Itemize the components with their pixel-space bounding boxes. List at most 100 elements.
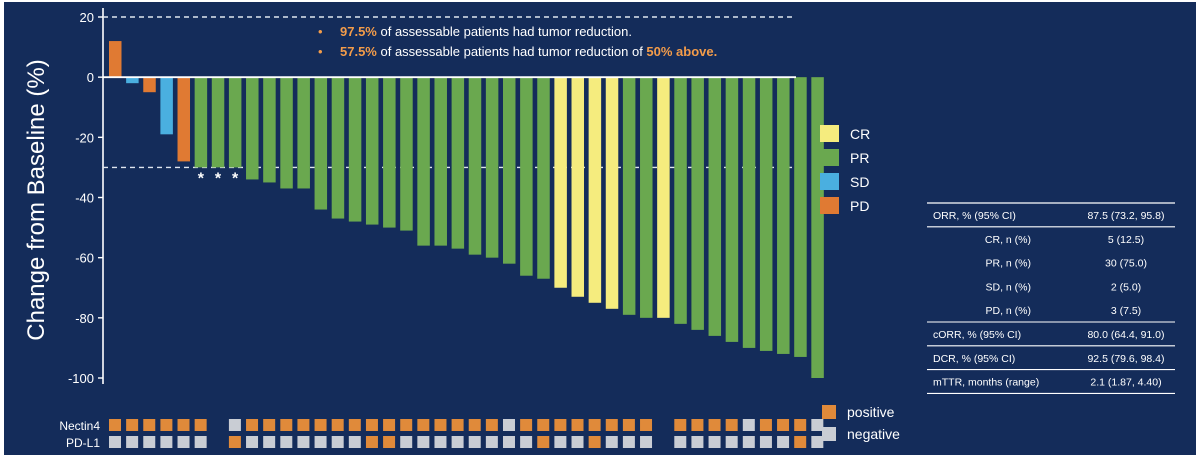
table-row-value: 5 (12.5) bbox=[1108, 234, 1144, 246]
bar bbox=[674, 77, 687, 324]
bar bbox=[211, 77, 225, 168]
annotation-highlight: 97.5% bbox=[340, 24, 377, 39]
biomarker-cell bbox=[434, 419, 447, 431]
biomarker-cell bbox=[417, 436, 430, 448]
bar bbox=[691, 77, 704, 330]
y-tick-label: -40 bbox=[75, 191, 94, 206]
biomarker-cell bbox=[451, 419, 464, 431]
bar bbox=[143, 77, 156, 93]
bar bbox=[177, 77, 191, 162]
biomarker-cell bbox=[742, 436, 755, 448]
legend-swatch-sd bbox=[820, 173, 839, 190]
y-axis-label: Change from Baseline (%) bbox=[23, 59, 50, 340]
biomarker-cell bbox=[571, 419, 584, 431]
table-row-label: PD, n (%) bbox=[985, 305, 1031, 317]
table-row-label: DCR, % (95% CI) bbox=[933, 353, 1015, 365]
annotation-bullet: • bbox=[318, 44, 323, 59]
biomarker-cell bbox=[365, 419, 378, 431]
biomarker-cell bbox=[297, 419, 310, 431]
bar bbox=[383, 77, 396, 228]
biomarker-cell bbox=[383, 419, 396, 431]
biomarker-cell bbox=[194, 436, 207, 448]
biomarker-heatmap: Nectin4 PD-L1 bbox=[59, 419, 824, 450]
star-marker: * bbox=[198, 170, 205, 187]
biomarker-cell bbox=[400, 436, 413, 448]
bar bbox=[126, 77, 139, 84]
biomarker-cell bbox=[640, 419, 653, 431]
table-row-value: 87.5 (73.2, 95.8) bbox=[1087, 210, 1164, 222]
table-row-label: mTTR, months (range) bbox=[933, 377, 1039, 389]
biomarker-cell bbox=[126, 419, 139, 431]
biomarker-cell bbox=[177, 436, 190, 448]
legend-label-sd: SD bbox=[850, 174, 869, 190]
biomarker-cell bbox=[331, 419, 344, 431]
biomarker-cell bbox=[160, 436, 173, 448]
bar bbox=[640, 77, 653, 318]
bar bbox=[571, 77, 585, 297]
biomarker-legend-swatch-negative bbox=[822, 427, 836, 441]
biomarker-cell bbox=[777, 436, 790, 448]
biomarker-cell bbox=[297, 436, 310, 448]
biomarker-cell bbox=[588, 419, 601, 431]
table-row-label: SD, n (%) bbox=[985, 281, 1031, 293]
biomarker-cell bbox=[691, 419, 704, 431]
biomarker-cell bbox=[331, 436, 344, 448]
biomarker-legend: positive negative bbox=[822, 404, 900, 442]
biomarker-cell bbox=[520, 419, 533, 431]
bar bbox=[708, 77, 722, 336]
biomarker-cell bbox=[605, 419, 618, 431]
biomarker-cell bbox=[314, 436, 327, 448]
biomarker-cell bbox=[177, 419, 190, 431]
biomarker-cell bbox=[160, 419, 173, 431]
biomarker-cell bbox=[571, 436, 584, 448]
annotation-bullet: • bbox=[318, 24, 323, 39]
table-row-value: 30 (75.0) bbox=[1105, 258, 1147, 270]
biomarker-cell bbox=[280, 419, 293, 431]
biomarker-cell bbox=[365, 436, 378, 448]
bar-series: * * * bbox=[109, 41, 824, 379]
biomarker-row-label: PD-L1 bbox=[66, 436, 100, 450]
y-tick-label: -60 bbox=[75, 251, 94, 266]
bar bbox=[280, 77, 293, 189]
biomarker-cell bbox=[588, 436, 601, 448]
bar bbox=[794, 77, 807, 357]
bar bbox=[537, 77, 550, 279]
biomarker-cell bbox=[194, 419, 207, 431]
biomarker-cell bbox=[554, 419, 567, 431]
biomarker-cell bbox=[400, 419, 413, 431]
y-tick-label: -100 bbox=[68, 371, 94, 386]
biomarker-cell bbox=[451, 436, 464, 448]
bar bbox=[725, 77, 739, 342]
biomarker-cell bbox=[502, 436, 515, 448]
biomarker-cell bbox=[280, 436, 293, 448]
biomarker-cell bbox=[674, 419, 687, 431]
legend-label-pr: PR bbox=[850, 150, 869, 166]
y-tick-label: 0 bbox=[87, 70, 94, 85]
biomarker-cell bbox=[228, 436, 241, 448]
bar bbox=[588, 77, 602, 303]
biomarker-cell bbox=[263, 419, 276, 431]
bar bbox=[400, 77, 413, 231]
biomarker-cell bbox=[794, 419, 807, 431]
bar bbox=[263, 77, 276, 183]
y-tick-label: -80 bbox=[75, 311, 94, 326]
table-row-label: cORR, % (95% CI) bbox=[933, 329, 1021, 341]
bar bbox=[554, 77, 567, 288]
bar bbox=[502, 77, 516, 264]
bar bbox=[160, 77, 173, 135]
bar bbox=[365, 77, 379, 225]
legend-label-pd: PD bbox=[850, 198, 869, 214]
biomarker-cell bbox=[383, 436, 396, 448]
biomarker-cell bbox=[725, 436, 738, 448]
biomarker-cell bbox=[537, 436, 550, 448]
biomarker-cell bbox=[109, 419, 121, 431]
bar bbox=[485, 77, 499, 258]
bar bbox=[759, 77, 773, 351]
table-row-value: 80.0 (64.4, 91.0) bbox=[1087, 329, 1164, 341]
response-legend: CR PR SD PD bbox=[820, 125, 870, 214]
y-tick-label: -20 bbox=[75, 130, 94, 145]
bar bbox=[742, 77, 756, 348]
legend-label-cr: CR bbox=[850, 126, 870, 142]
biomarker-cell bbox=[622, 419, 635, 431]
bar bbox=[434, 77, 447, 246]
